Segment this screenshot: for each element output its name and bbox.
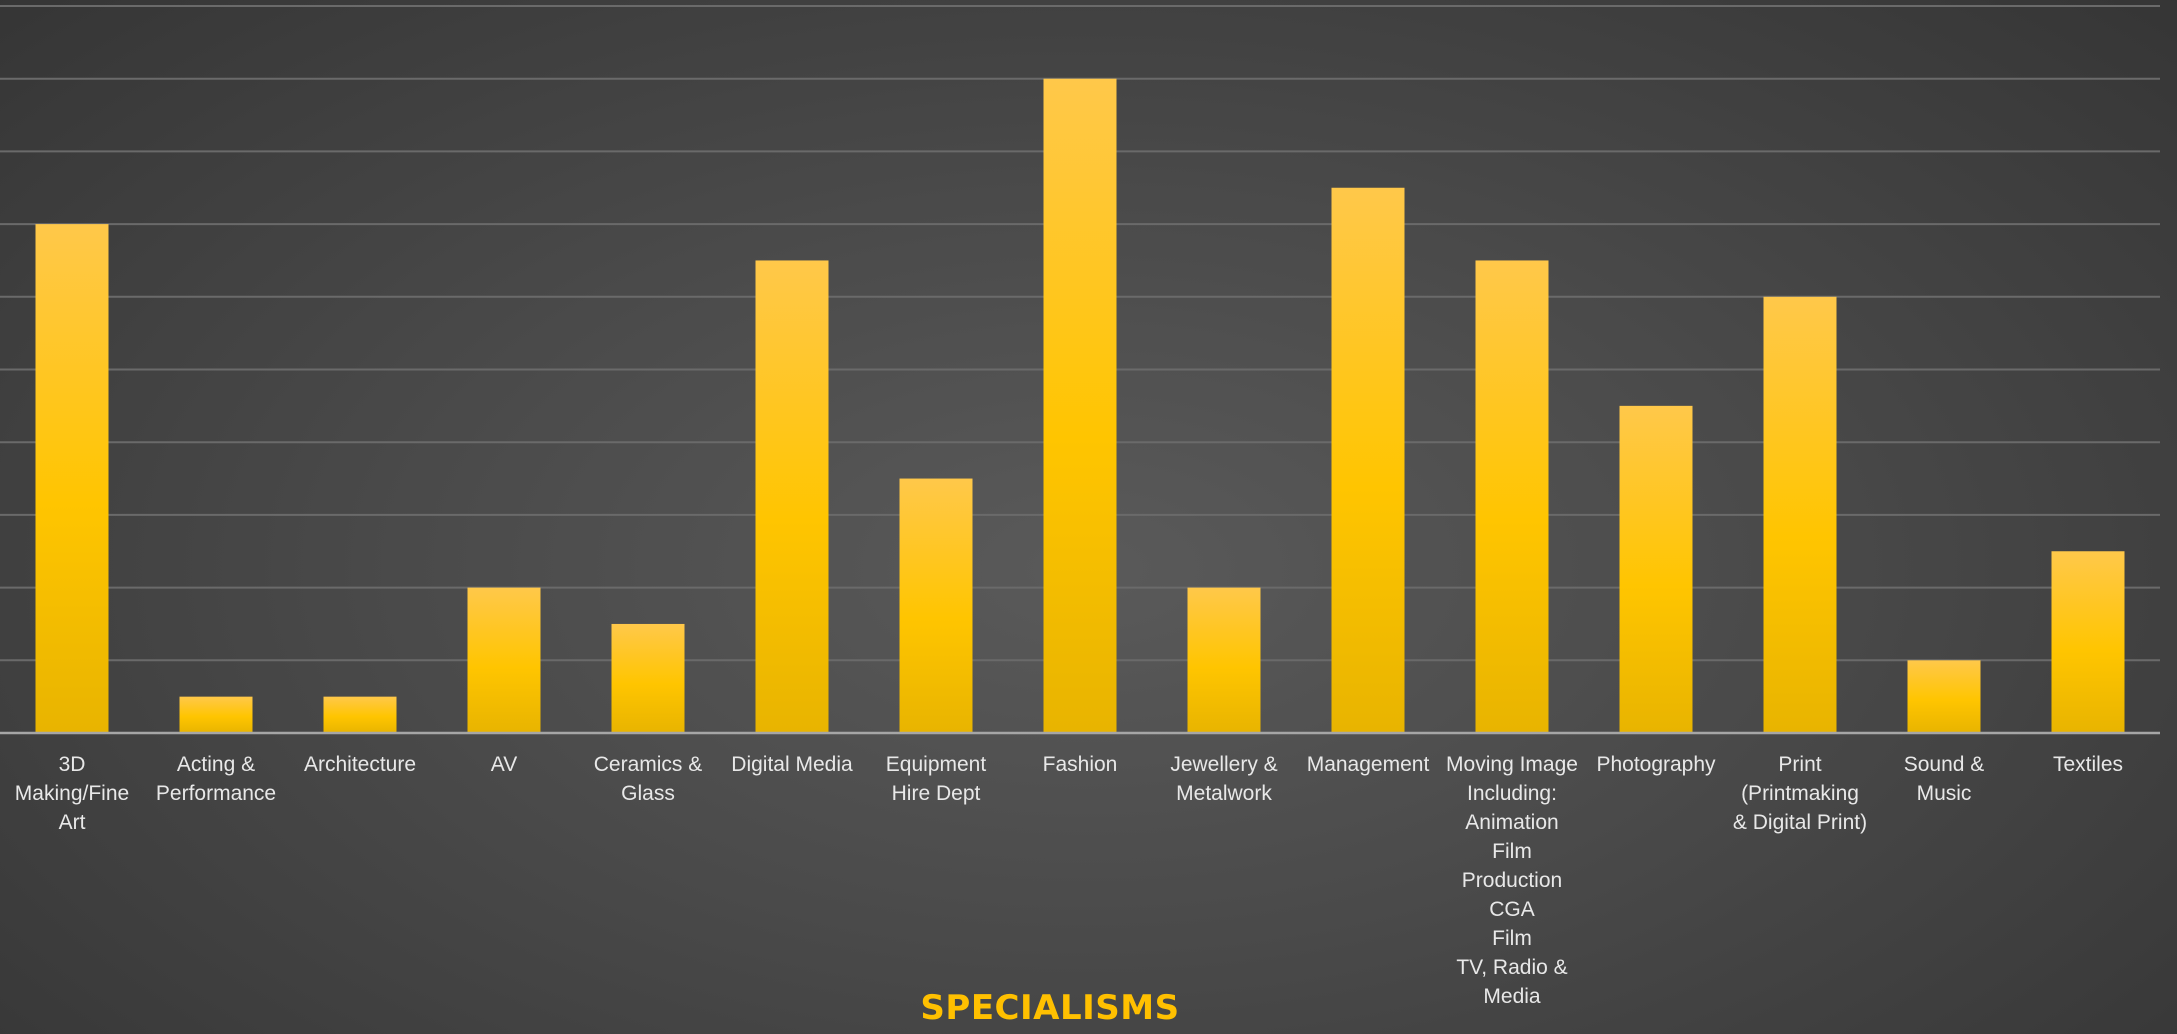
bar xyxy=(1619,405,1693,733)
x-tick-label: Acting & Performance xyxy=(155,753,277,805)
bar xyxy=(755,260,829,733)
bar xyxy=(1331,187,1405,733)
x-tick-label: Moving Image Including: Animation Film P… xyxy=(1446,753,1578,1008)
bar xyxy=(2051,551,2125,733)
x-axis-title: SPECIALISMS xyxy=(920,988,1180,1028)
bar xyxy=(1187,587,1261,733)
x-tick-label: Management xyxy=(1306,753,1430,776)
bar xyxy=(467,587,541,733)
bar xyxy=(899,478,973,733)
x-tick-label: AV xyxy=(490,753,518,776)
bar xyxy=(35,224,109,733)
x-tick-label: Sound & Music xyxy=(1903,753,1985,805)
x-tick-label: Architecture xyxy=(303,753,417,776)
bar xyxy=(1043,78,1117,733)
x-tick-label: Textiles xyxy=(2052,753,2124,776)
x-tick-label: Print (Printmaking & Digital Print) xyxy=(1732,753,1868,834)
x-tick-label: Digital Media xyxy=(731,753,853,776)
bar xyxy=(611,623,685,733)
x-tick-label: Photography xyxy=(1596,753,1716,776)
bar xyxy=(179,696,253,733)
bar xyxy=(1475,260,1549,733)
bar xyxy=(1907,660,1981,733)
x-tick-label: Ceramics & Glass xyxy=(593,753,703,805)
bar xyxy=(323,696,397,733)
x-tick-label: 3D Making/Fine Art xyxy=(14,753,130,834)
x-tick-label: Fashion xyxy=(1042,753,1118,776)
x-tick-label: Equipment Hire Dept xyxy=(885,753,987,805)
bar xyxy=(1763,296,1837,733)
bars xyxy=(35,78,2125,733)
x-tick-label: Jewellery & Metalwork xyxy=(1170,753,1278,805)
